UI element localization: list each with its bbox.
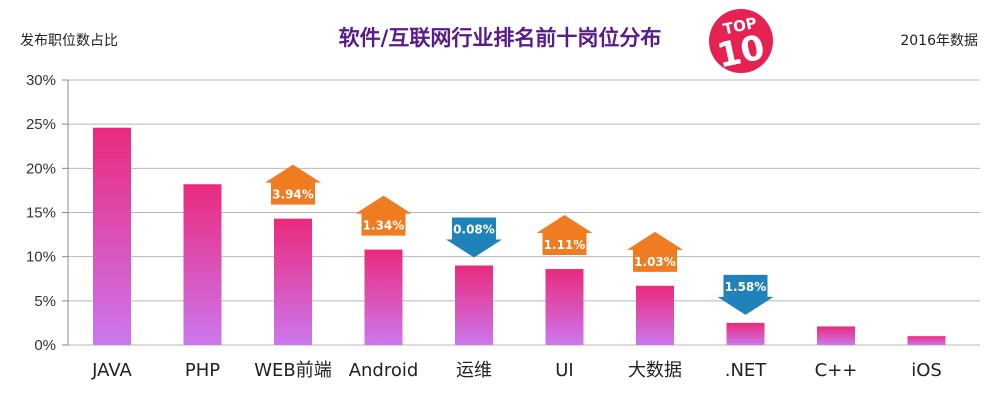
x-tick-label: C++ — [815, 360, 858, 381]
y-tick-label: 20% — [26, 160, 56, 177]
x-tick-label: .NET — [725, 360, 768, 381]
bar-2 — [274, 218, 312, 345]
y-axis-label: 发布职位数占比 — [20, 33, 118, 49]
change-label: 1.34% — [363, 219, 405, 233]
chart-title: 软件/互联网行业排名前十岗位分布 — [338, 26, 662, 50]
change-label: 1.03% — [634, 255, 676, 269]
top10-badge-num: 10 — [714, 28, 769, 77]
x-tick-label: Android — [349, 360, 419, 381]
x-tick-label: WEB前端 — [254, 360, 332, 381]
bar-1 — [183, 184, 222, 345]
y-tick-label: 15% — [26, 205, 56, 222]
change-arrow-up — [627, 231, 683, 272]
change-arrow-down — [446, 217, 502, 258]
change-arrow-up — [355, 195, 412, 236]
year-note: 2016年数据 — [900, 33, 978, 49]
x-tick-label: iOS — [911, 360, 942, 381]
x-tick-label: PHP — [185, 360, 220, 381]
x-tick-label: 运维 — [456, 360, 492, 381]
bar-6 — [636, 285, 674, 345]
bar-3 — [364, 249, 403, 345]
bar-8 — [817, 326, 855, 345]
x-tick-label: 大数据 — [628, 360, 682, 381]
change-label: 0.08% — [453, 223, 495, 237]
bar-4 — [455, 265, 493, 345]
change-label: 3.94% — [272, 188, 314, 202]
y-tick-label: 25% — [26, 116, 56, 133]
bar-9 — [907, 336, 946, 345]
change-arrow-up — [265, 164, 321, 205]
y-tick-label: 5% — [34, 293, 56, 310]
y-tick-label: 30% — [26, 72, 56, 89]
y-tick-label: 0% — [34, 337, 56, 354]
change-label: 1.58% — [725, 280, 767, 294]
bar-0 — [93, 127, 131, 345]
change-arrow-down — [717, 274, 774, 315]
top10-badge: TOP 10 — [709, 9, 773, 76]
change-arrow-up — [536, 215, 593, 256]
change-label: 1.11% — [544, 238, 586, 252]
x-tick-label: JAVA — [91, 360, 132, 381]
bar-5 — [545, 269, 584, 345]
y-tick-label: 10% — [26, 249, 56, 266]
bar-7 — [726, 322, 765, 345]
x-tick-label: UI — [555, 360, 573, 381]
top10-badge-circle — [709, 9, 773, 73]
